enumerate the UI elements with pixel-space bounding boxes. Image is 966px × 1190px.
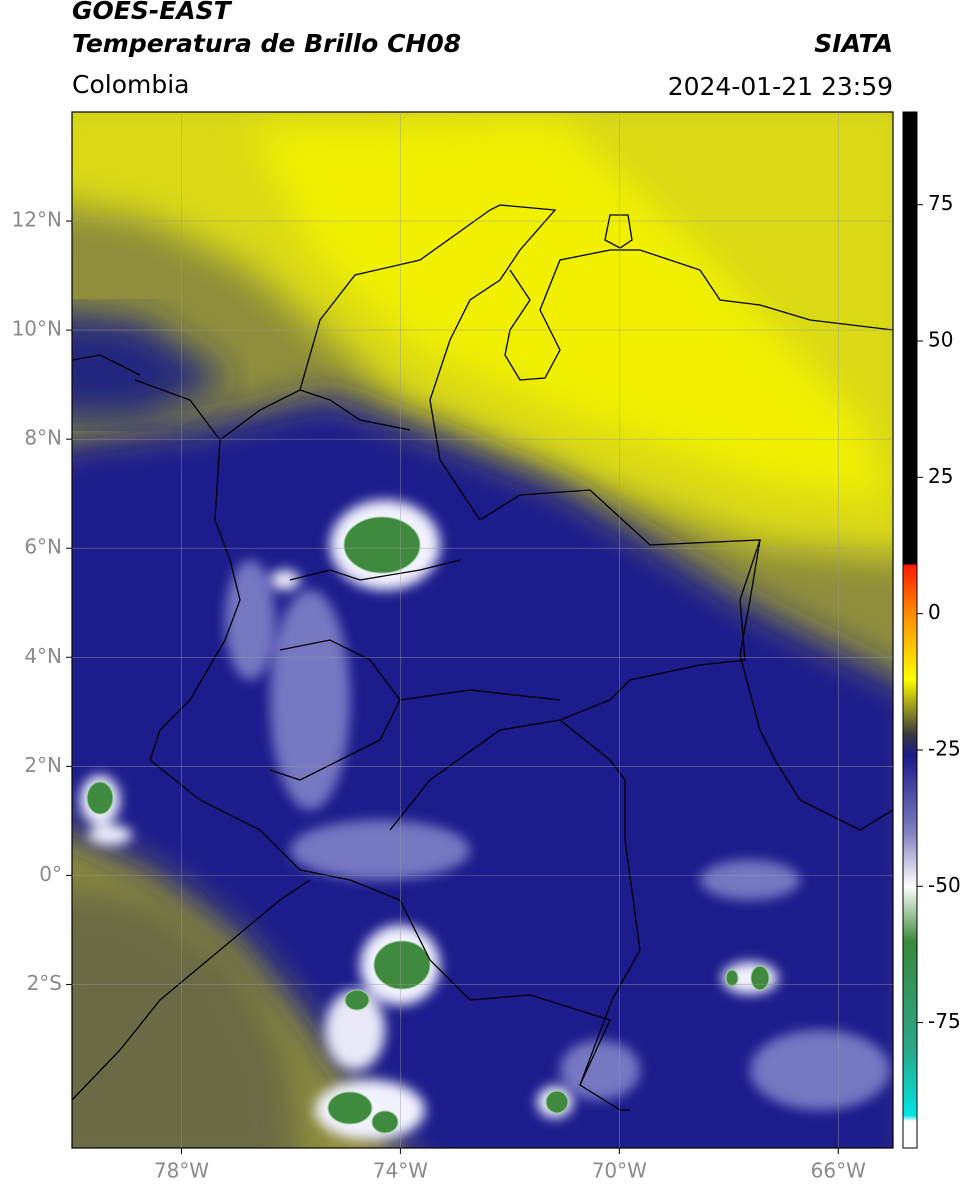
colorbar-segment [903, 1049, 917, 1116]
datetime: 2024-01-21 23:59 [668, 72, 893, 101]
colorbar-segment [903, 679, 917, 735]
x-tick-label: 66°W [811, 1159, 866, 1183]
colorbar-tick-label: 0 [928, 600, 941, 624]
satellite-image [72, 112, 893, 1148]
colorbar-segment [903, 755, 917, 833]
y-tick-label: 8°N [24, 426, 62, 450]
x-tick-label: 78°W [154, 1159, 209, 1183]
title: GOES-EAST [72, 0, 233, 25]
colorbar-segment [903, 112, 917, 566]
colorbar-segment [903, 564, 917, 615]
colorbar-segment [903, 886, 917, 942]
y-tick-label: 4°N [24, 644, 62, 668]
colorbar-frame [902, 111, 918, 1149]
x-tick-label: 70°W [592, 1159, 647, 1183]
source: SIATA [814, 29, 893, 58]
colorbar-segment [903, 1115, 917, 1122]
y-tick-label: 12°N [12, 208, 62, 232]
map-frame [71, 111, 894, 1149]
colorbar-tick-label: 50 [928, 328, 953, 352]
y-tick-label: 0° [39, 862, 62, 886]
colorbar-tick-label: 25 [928, 464, 953, 488]
colorbar-segment [903, 613, 917, 680]
x-tick-label: 74°W [373, 1159, 428, 1183]
region: Colombia [72, 70, 189, 99]
colorbar-segment [903, 940, 917, 1051]
y-tick-label: 10°N [12, 317, 62, 341]
colorbar-tick-label: 75 [928, 191, 953, 215]
y-tick-label: 6°N [24, 535, 62, 559]
colorbar-segment [903, 733, 917, 756]
colorbar-tick-label: -75 [928, 1009, 961, 1033]
subtitle: Temperatura de Brillo CH08 [72, 29, 461, 58]
colorbar-segment [903, 1120, 917, 1149]
colorbar-segment [903, 831, 917, 887]
colorbar-tick-label: -50 [928, 873, 961, 897]
y-tick-label: 2°N [24, 753, 62, 777]
y-tick-label: 2°S [27, 971, 62, 995]
colorbar [903, 112, 917, 1149]
colorbar-tick-label: -25 [928, 736, 961, 760]
